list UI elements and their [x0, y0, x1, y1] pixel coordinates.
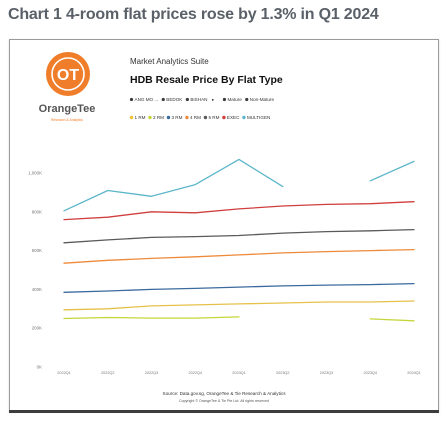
y-tick-label: 200K: [32, 326, 42, 331]
series-line: [63, 282, 415, 293]
town-filter-more-arrow[interactable]: ▸: [212, 97, 215, 102]
legend-swatch: [166, 115, 171, 120]
brand-name: OrangeTee: [39, 103, 96, 115]
town-filter-dot: [185, 97, 189, 102]
orangetee-logo: OT OrangeTee Research & Analytics: [39, 52, 96, 122]
legend-swatch: [222, 115, 226, 120]
legend-label[interactable]: MULTIGEN: [247, 115, 270, 120]
town-filter-item[interactable]: BISHAN: [190, 97, 207, 102]
series-line: [63, 248, 415, 264]
town-filter-item[interactable]: BEDOK: [166, 97, 183, 102]
maturity-filter-item[interactable]: Mature: [227, 97, 242, 102]
town-filter-item[interactable]: ANG MO ...: [135, 97, 159, 102]
series-line: [63, 228, 415, 244]
bottom-bar: [9, 410, 439, 413]
chart-title: HDB Resale Price By Flat Type: [130, 74, 283, 86]
series-line: [63, 201, 415, 221]
y-tick-label: 400K: [32, 287, 42, 292]
legend-label[interactable]: 3 RM: [171, 115, 182, 120]
chart-frame: OT OrangeTee Research & Analytics Market…: [9, 39, 439, 411]
filter-row: ANG MO ... BEDOK BISHAN ▸ Mature Non-Mature: [129, 97, 275, 102]
copyright-text: Copyright © OrangeTee & Tie Pte Ltd. All…: [179, 399, 269, 403]
suite-name: Market Analytics Suite: [130, 57, 209, 66]
y-axis: 0K 200K 400K 600K 800K 1,000K: [28, 171, 42, 370]
maturity-filter-item[interactable]: Non-Mature: [250, 97, 275, 102]
series-line: [369, 318, 415, 322]
y-tick-label: 800K: [32, 209, 42, 214]
chart-svg: OT OrangeTee Research & Analytics Market…: [28, 52, 421, 403]
legend-label[interactable]: EXEC: [227, 115, 240, 120]
legend-label[interactable]: 5 RM: [208, 115, 219, 120]
y-tick-label: 0K: [37, 365, 42, 370]
series-line: [63, 300, 415, 311]
x-tick-label: 2022Q2: [101, 371, 115, 375]
x-tick-label: 2024Q1: [407, 371, 421, 375]
town-filter-dot: [129, 97, 134, 102]
legend: 1 RM 2 RM 3 RM 4 RM 5 RM EXEC MULTIGEN: [129, 115, 270, 120]
x-tick-label: 2023Q2: [276, 371, 290, 375]
legend-swatch: [129, 115, 134, 120]
source-text: Source: Data.gov.sg, OrangeTee & Tie Res…: [163, 391, 287, 396]
x-axis: 2022Q1 2022Q2 2022Q3 2022Q4 2023Q1 2023Q2 2023…: [57, 371, 421, 375]
x-tick-label: 2022Q4: [188, 371, 202, 375]
series-line: [63, 316, 240, 320]
legend-swatch: [203, 115, 208, 120]
legend-swatch: [185, 115, 189, 120]
x-tick-label: 2022Q3: [145, 371, 159, 375]
x-tick-label: 2023Q1: [232, 371, 246, 375]
legend-swatch: [148, 115, 152, 120]
series-line: [63, 158, 284, 212]
series-line: [369, 160, 415, 182]
maturity-filter-dot: [245, 97, 249, 102]
legend-label[interactable]: 2 RM: [153, 115, 164, 120]
series-lines: [63, 158, 415, 322]
logo-letters: OT: [57, 67, 79, 84]
maturity-filter-dot: [222, 97, 227, 102]
x-tick-label: 2022Q1: [57, 371, 71, 375]
x-tick-label: 2023Q4: [363, 371, 377, 375]
x-tick-label: 2023Q3: [320, 371, 334, 375]
legend-label[interactable]: 4 RM: [190, 115, 201, 120]
brand-tagline: Research & Analytics: [51, 118, 83, 122]
legend-label[interactable]: 1 RM: [135, 115, 146, 120]
y-tick-label: 1,000K: [28, 171, 42, 176]
page-title: Chart 1 4-room flat prices rose by 1.3% …: [8, 6, 379, 23]
town-filter-dot: [161, 97, 165, 102]
y-tick-label: 600K: [32, 248, 42, 253]
legend-swatch: [242, 115, 246, 120]
